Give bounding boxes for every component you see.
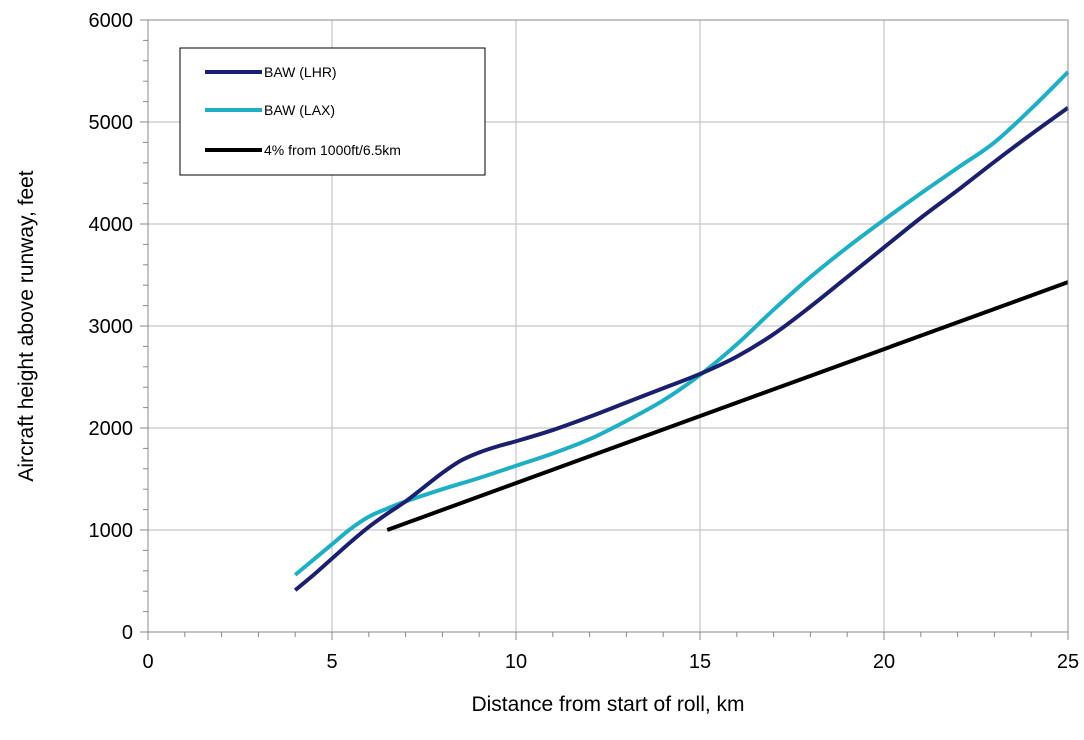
y-tick-label: 0 <box>122 622 133 644</box>
y-tick-label: 5000 <box>89 112 134 134</box>
x-tick-label: 20 <box>873 651 895 673</box>
legend-label-baw-lax: BAW (LAX) <box>264 102 335 118</box>
legend: BAW (LHR) BAW (LAX) 4% from 1000ft/6.5km <box>179 47 486 176</box>
legend-label-baw-lhr: BAW (LHR) <box>264 64 337 80</box>
y-tick-label: 4000 <box>89 214 134 236</box>
y-axis-title: Aircraft height above runway, feet <box>15 170 38 481</box>
series-line-baw-lax <box>293 70 1070 577</box>
x-tick-label: 25 <box>1057 651 1079 673</box>
series-layer <box>293 70 1070 592</box>
axes <box>140 19 1069 640</box>
gridlines <box>148 20 1068 632</box>
series-line-4-from-1000ft-6-5km <box>386 280 1069 532</box>
tick-labels: 0 5 10 15 20 25 0 1000 2000 3000 4000 5000 6000 <box>89 10 1080 673</box>
x-tick-label: 15 <box>689 651 711 673</box>
y-tick-label: 1000 <box>89 520 134 542</box>
x-tick-label: 10 <box>505 651 527 673</box>
y-tick-label: 6000 <box>89 10 134 32</box>
x-tick-label: 5 <box>326 651 337 673</box>
legend-label-4-from-1000ft-6-5km: 4% from 1000ft/6.5km <box>264 142 401 158</box>
y-tick-label: 3000 <box>89 316 134 338</box>
y-tick-label: 2000 <box>89 418 134 440</box>
x-axis-title: Distance from start of roll, km <box>471 693 744 716</box>
x-tick-label: 0 <box>142 651 153 673</box>
series-line-baw-lhr <box>293 106 1070 592</box>
